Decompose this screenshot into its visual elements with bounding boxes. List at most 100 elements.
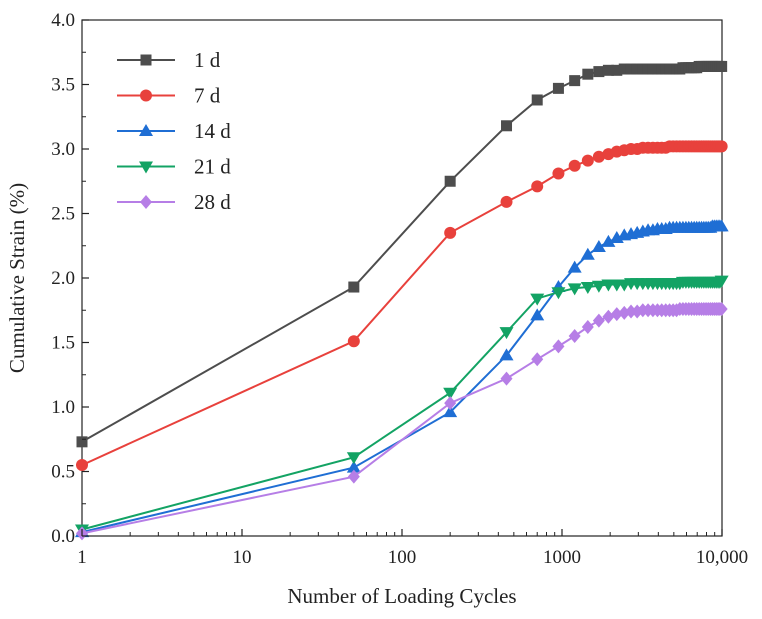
data-point <box>581 154 594 167</box>
data-point <box>715 140 728 153</box>
data-point <box>602 309 615 324</box>
series-7d <box>76 140 728 472</box>
data-point <box>76 436 88 448</box>
plot-area <box>75 19 729 541</box>
legend-label: 28 d <box>194 190 231 214</box>
data-point <box>551 287 566 300</box>
data-point <box>580 282 595 295</box>
data-point <box>443 387 458 400</box>
legend-label: 21 d <box>194 155 231 179</box>
y-tick-label: 3.5 <box>51 75 75 96</box>
data-point <box>531 352 544 367</box>
x-tick-label: 10 <box>233 547 252 568</box>
series-1d <box>76 60 728 448</box>
y-tick-label: 0.5 <box>51 462 75 483</box>
data-point <box>348 281 360 293</box>
data-point <box>568 329 581 344</box>
data-point <box>581 320 594 335</box>
legend-label: 7 d <box>194 84 221 108</box>
legend-item: 28 d <box>117 190 231 214</box>
legend-label: 14 d <box>194 119 231 143</box>
data-point <box>499 348 514 361</box>
data-point <box>610 307 623 322</box>
legend-marker <box>140 89 152 102</box>
data-point <box>500 371 513 386</box>
data-point <box>499 327 514 340</box>
data-point <box>601 234 616 247</box>
series-21d <box>75 275 729 537</box>
data-point <box>580 247 595 260</box>
series-line <box>81 225 722 534</box>
data-point <box>593 66 605 78</box>
data-point <box>531 180 544 193</box>
y-axis-title: Cumulative Strain (%) <box>5 183 29 373</box>
y-tick-label: 4.0 <box>51 10 75 31</box>
data-point <box>346 452 361 465</box>
data-point <box>618 63 630 75</box>
x-axis-title: Number of Loading Cycles <box>287 584 516 608</box>
legend-label: 1 d <box>194 48 221 72</box>
data-point <box>444 175 456 187</box>
series-14d <box>75 219 729 538</box>
data-point <box>592 150 605 163</box>
y-tick-label: 1.0 <box>51 397 75 418</box>
data-point <box>582 68 594 80</box>
y-tick-label: 1.5 <box>51 333 75 354</box>
series-28d <box>76 301 728 541</box>
data-point <box>611 64 623 76</box>
data-point <box>592 313 605 328</box>
x-tick-label: 10,000 <box>696 547 748 568</box>
legend-item: 1 d <box>117 48 221 72</box>
data-point <box>631 63 643 75</box>
data-point <box>444 226 457 239</box>
data-point <box>500 195 513 208</box>
data-point <box>714 219 729 232</box>
data-point <box>76 459 88 472</box>
legend-item: 7 d <box>117 84 221 108</box>
data-point <box>501 120 513 132</box>
y-tick-label: 2.5 <box>51 204 75 225</box>
data-point <box>591 240 606 253</box>
data-point <box>346 460 361 473</box>
legend-marker <box>140 195 152 209</box>
y-axis: 0.0 0.5 1.0 1.5 2.0 2.5 3.0 3.5 4.0 <box>51 10 89 547</box>
data-point <box>567 283 582 296</box>
data-point <box>625 63 637 75</box>
x-tick-label: 1000 <box>543 547 581 568</box>
data-point <box>530 293 545 306</box>
data-point <box>347 335 360 348</box>
data-point <box>567 260 582 273</box>
x-tick-label: 100 <box>388 547 417 568</box>
data-point <box>715 301 728 316</box>
data-point <box>531 94 543 106</box>
x-tick-label: 1 <box>77 547 87 568</box>
plot-frame <box>81 19 723 537</box>
series-line <box>81 65 722 443</box>
data-point <box>552 82 564 94</box>
legend-marker <box>140 54 152 66</box>
data-point <box>569 75 581 87</box>
data-point <box>568 159 581 172</box>
series-layer <box>75 60 729 541</box>
data-point <box>530 308 545 321</box>
legend-marker <box>139 124 153 136</box>
data-point <box>591 280 606 293</box>
data-point <box>347 469 360 484</box>
y-tick-label: 2.0 <box>51 268 75 289</box>
legend-marker <box>139 161 153 174</box>
data-point <box>714 275 729 288</box>
legend-item: 14 d <box>117 119 231 143</box>
legend-item: 21 d <box>117 155 231 179</box>
y-tick-label: 0.0 <box>51 526 75 547</box>
y-tick-label: 3.0 <box>51 139 75 160</box>
data-point <box>552 339 565 354</box>
x-axis: 1 10 100 1000 10,000 <box>77 529 748 568</box>
data-point <box>552 167 565 180</box>
legend: 1 d 7 d 14 d 21 d 28 d <box>117 48 231 214</box>
data-point <box>443 405 458 418</box>
series-line <box>81 145 722 467</box>
data-point <box>444 396 457 411</box>
data-point <box>625 304 638 319</box>
data-point <box>602 64 614 76</box>
